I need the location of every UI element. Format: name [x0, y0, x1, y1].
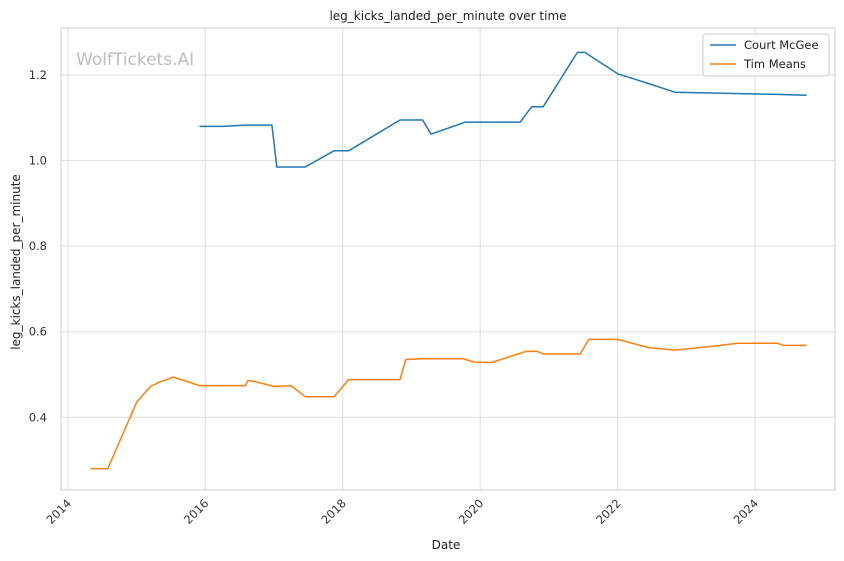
legend: Court McGee Tim Means: [702, 33, 830, 77]
y-axis-title: leg_kicks_landed_per_minute: [9, 174, 23, 350]
y-tick-label: 0.6: [29, 325, 47, 339]
legend-label-tim-means: Tim Means: [743, 57, 806, 71]
y-tick-label: 0.4: [29, 410, 47, 424]
series-line-court-mcgee: [199, 51, 807, 168]
legend-label-court-mcgee: Court McGee: [744, 38, 819, 52]
chart-title: leg_kicks_landed_per_minute over time: [329, 9, 566, 23]
x-axis-title: Date: [432, 538, 461, 552]
grid-lines: [61, 28, 835, 490]
y-tick-labels: 0.4 0.6 0.8 1.0 1.2: [29, 68, 47, 424]
series-line-tim-means: [90, 338, 807, 470]
watermark-text: WolfTickets.AI: [76, 50, 194, 70]
x-tick-label: 2016: [181, 496, 212, 527]
x-tick-label: 2024: [731, 496, 762, 527]
x-tick-label: 2014: [43, 496, 74, 527]
plot-frame: [60, 27, 836, 491]
x-tick-label: 2022: [593, 496, 624, 527]
y-tick-label: 1.0: [29, 154, 47, 168]
y-tick-label: 1.2: [29, 68, 47, 82]
y-tick-label: 0.8: [29, 239, 47, 253]
x-tick-labels: 2014 2016 2018 2020 2022 2024: [43, 496, 761, 527]
x-tick-label: 2018: [318, 496, 349, 527]
x-tick-label: 2020: [456, 496, 487, 527]
series-layer: [90, 51, 807, 470]
